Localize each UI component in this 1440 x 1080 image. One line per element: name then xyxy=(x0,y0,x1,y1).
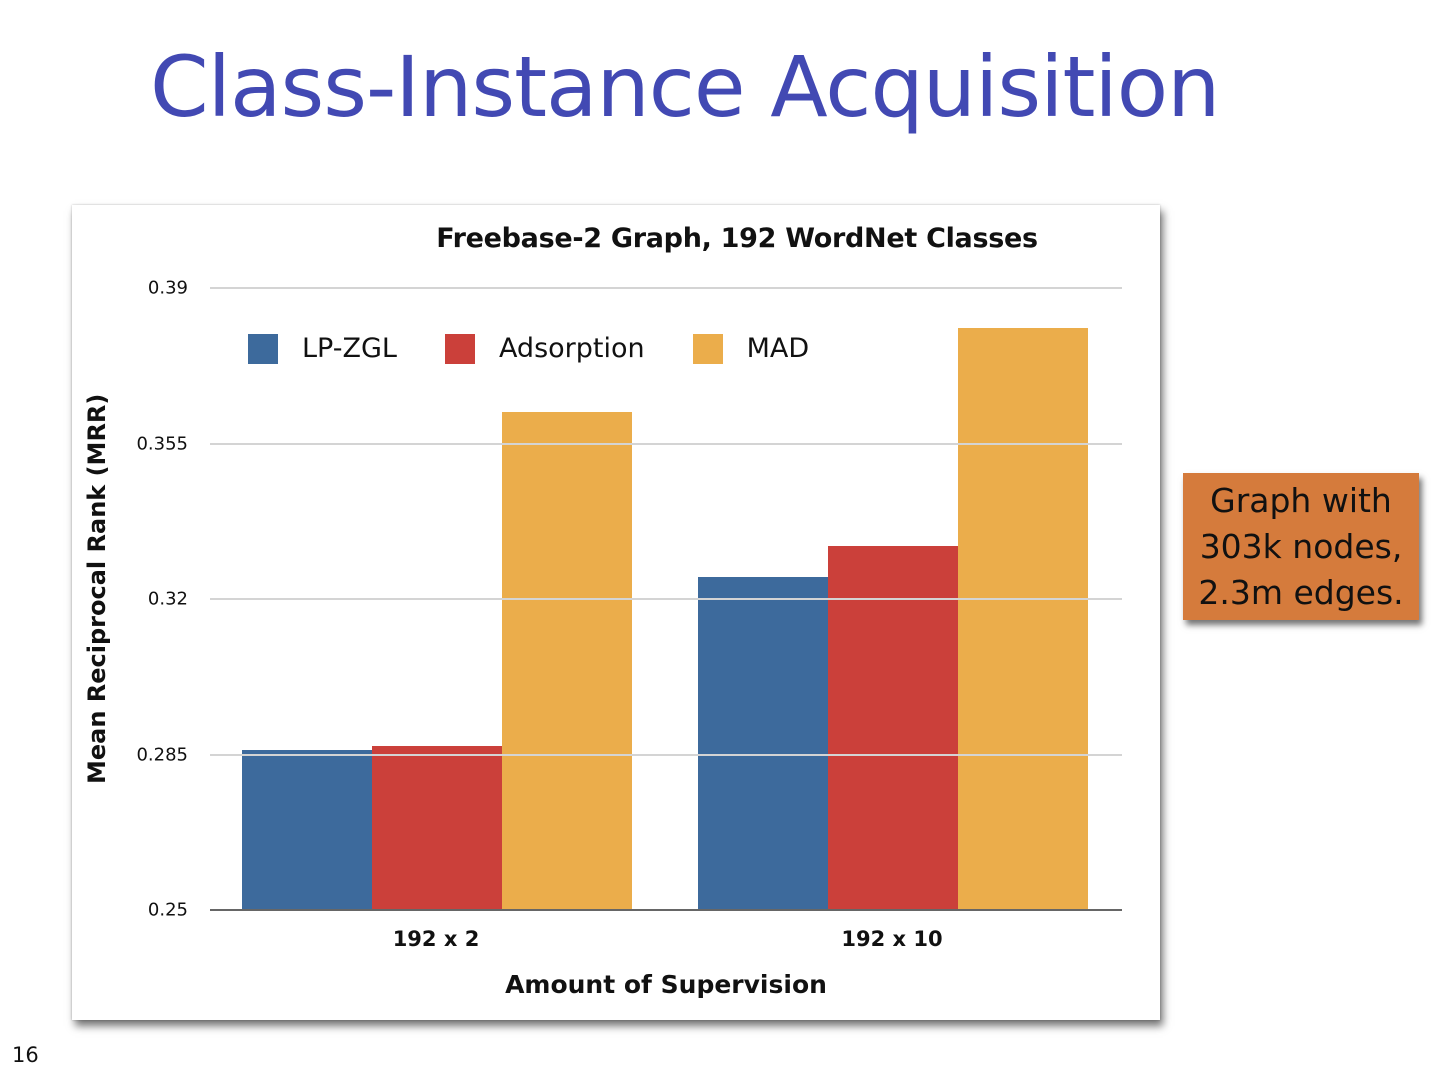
y-tick-label: 0.25 xyxy=(147,899,188,921)
x-tick-label: 192 x 2 xyxy=(392,927,480,951)
legend-item-lp-zgl: LP-ZGL xyxy=(248,333,397,364)
gridline xyxy=(210,753,1122,756)
legend-swatch-adsorption xyxy=(444,333,475,364)
y-tick-label: 0.32 xyxy=(147,588,188,610)
bar-mad-1 xyxy=(958,327,1088,910)
bar-lp-zgl-0 xyxy=(242,750,372,910)
legend-label: Adsorption xyxy=(498,333,645,364)
x-tick-label: 192 x 10 xyxy=(841,927,943,951)
x-axis-line xyxy=(210,909,1122,911)
callout-line: 2.3m edges. xyxy=(1198,572,1404,612)
graph-stats-callout: Graph with 303k nodes, 2.3m edges. xyxy=(1183,473,1419,620)
slide-title: Class-Instance Acquisition xyxy=(150,38,1220,136)
gridline xyxy=(210,287,1122,289)
legend-item-adsorption: Adsorption xyxy=(444,333,645,364)
bar-adsorption-0 xyxy=(372,745,502,910)
callout-line: 303k nodes, xyxy=(1199,526,1403,566)
bar-mad-0 xyxy=(502,412,632,910)
x-axis-label: Amount of Supervision xyxy=(505,970,827,999)
legend-swatch-mad xyxy=(692,333,723,364)
bar-lp-zgl-1 xyxy=(698,576,828,910)
chart-legend: LP-ZGL Adsorption MAD xyxy=(248,333,857,364)
page-number: 16 xyxy=(12,1043,39,1067)
chart-panel: Freebase-2 Graph, 192 WordNet Classes Me… xyxy=(72,205,1160,1020)
y-tick-label: 0.355 xyxy=(136,433,188,454)
legend-item-mad: MAD xyxy=(692,333,810,364)
y-tick-label: 0.285 xyxy=(136,744,188,765)
gridline xyxy=(210,442,1122,445)
legend-label: LP-ZGL xyxy=(302,333,397,364)
callout-line: Graph with xyxy=(1210,480,1392,520)
y-tick-label: 0.39 xyxy=(147,277,188,299)
gridline xyxy=(210,598,1122,600)
chart-title: Freebase-2 Graph, 192 WordNet Classes xyxy=(436,223,1038,254)
legend-label: MAD xyxy=(746,333,810,364)
legend-swatch-lp-zgl xyxy=(248,333,278,364)
bar-adsorption-1 xyxy=(828,545,958,910)
